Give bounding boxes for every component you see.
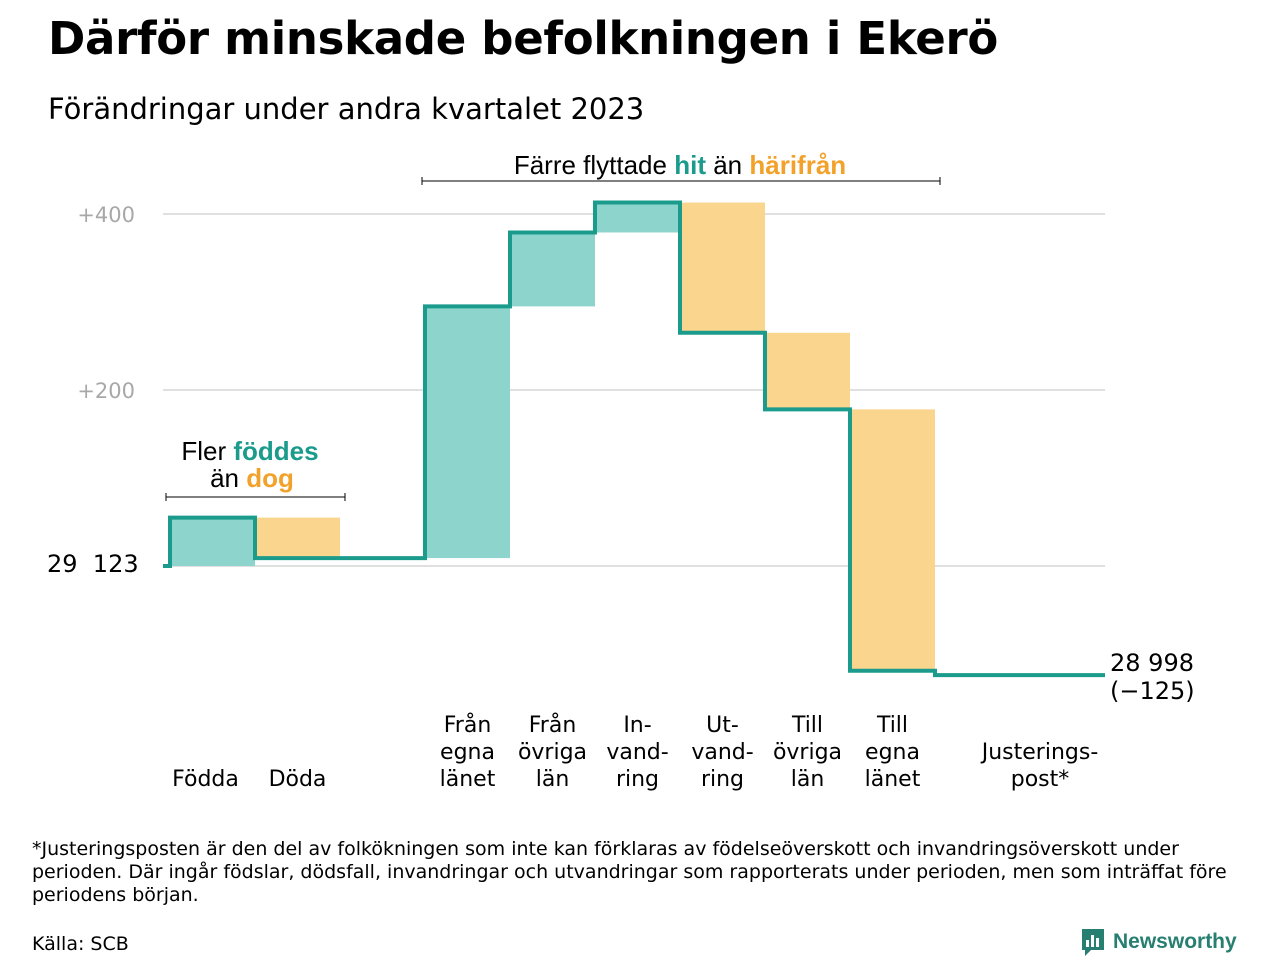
category-label-4-0: Från [529,712,577,738]
y-tick-label-1: +400 [77,203,135,227]
category-label-8-0: Till [876,713,908,738]
annotation-migration-harifran: härifrån [749,150,846,180]
category-labels: Födda DödaFrånegnalänetFrånövrigalänIn-va… [172,712,1098,792]
category-label-3-0: Från [444,712,492,738]
bar-4 [510,232,595,307]
brand-name: Newsworthy [1113,930,1237,953]
bar-chart-icon [1082,929,1104,956]
category-label-4-2: län [536,767,570,792]
bars [170,202,935,671]
start-value-label: 29 123 [47,550,139,578]
bar-5 [595,202,680,233]
y-axis-ticks: +200 +400 [77,203,135,403]
annotation-migration-text-2: än [706,150,749,180]
annotation-bd-dog: dog [246,463,294,493]
footnote: *Justeringsposten är den del av folkökni… [32,838,1227,906]
y-tick-label-0: +200 [77,379,135,403]
category-label-1-0: Döda [269,767,327,792]
annotation-births-deaths: Fler föddes än dog [165,436,346,501]
step-line [163,200,1105,678]
category-label-7-0: Till [791,713,823,738]
waterfall-chart: +200+400 Födda DödaFrånegnalänetFrånövrig… [47,150,1195,792]
category-label-9-1: post* [1011,767,1070,792]
category-label-8-2: länet [865,767,921,792]
annotation-migration: Färre flyttade hit än härifrån [421,150,941,185]
chart-title: Därför minskade befolkningen i Ekerö [48,12,998,65]
category-label-6-0: Ut- [706,713,739,738]
category-label-5-1: vand- [606,740,668,765]
annotation-bd-text-2: än [210,463,246,493]
chart-subtitle: Förändringar under andra kvartalet 2023 [48,92,645,126]
end-value-label: 28 998 [1110,649,1194,677]
bar-3 [425,306,510,559]
svg-text:Färre flyttade hit än härifrån: Färre flyttade hit än härifrån [514,150,846,180]
svg-text:Fler föddes: Fler föddes [181,436,318,466]
category-label-5-2: ring [616,767,659,792]
brand-logo: Newsworthy [1080,927,1237,957]
category-label-3-2: länet [440,767,496,792]
category-label-0-0: Födda [172,767,239,792]
annotation-migration-hit: hit [674,150,706,180]
bar-8 [850,409,935,671]
annotation-bd-foddes: föddes [233,436,318,466]
category-label-7-1: övriga [773,740,842,765]
bar-0 [170,517,255,566]
bar-7 [765,332,850,410]
category-label-9-0: Justerings- [980,740,1099,765]
svg-text:än dog: än dog [210,463,294,493]
category-label-6-1: vand- [691,740,753,765]
category-label-3-1: egna [440,740,495,765]
category-label-7-2: län [791,767,825,792]
gridlines [163,213,1105,567]
end-change-label: (−125) [1110,677,1195,705]
cumulative-step-line [163,200,1105,678]
annotation-migration-text-1: Färre flyttade [514,150,674,180]
category-label-5-0: In- [623,713,651,738]
source-label: Källa: SCB [32,933,129,955]
bar-6 [680,202,765,333]
category-label-4-1: övriga [518,740,587,765]
bar-1 [255,517,340,559]
annotation-bd-text-1: Fler [181,436,233,466]
category-label-8-1: egna [865,740,920,765]
category-label-6-2: ring [701,767,744,792]
